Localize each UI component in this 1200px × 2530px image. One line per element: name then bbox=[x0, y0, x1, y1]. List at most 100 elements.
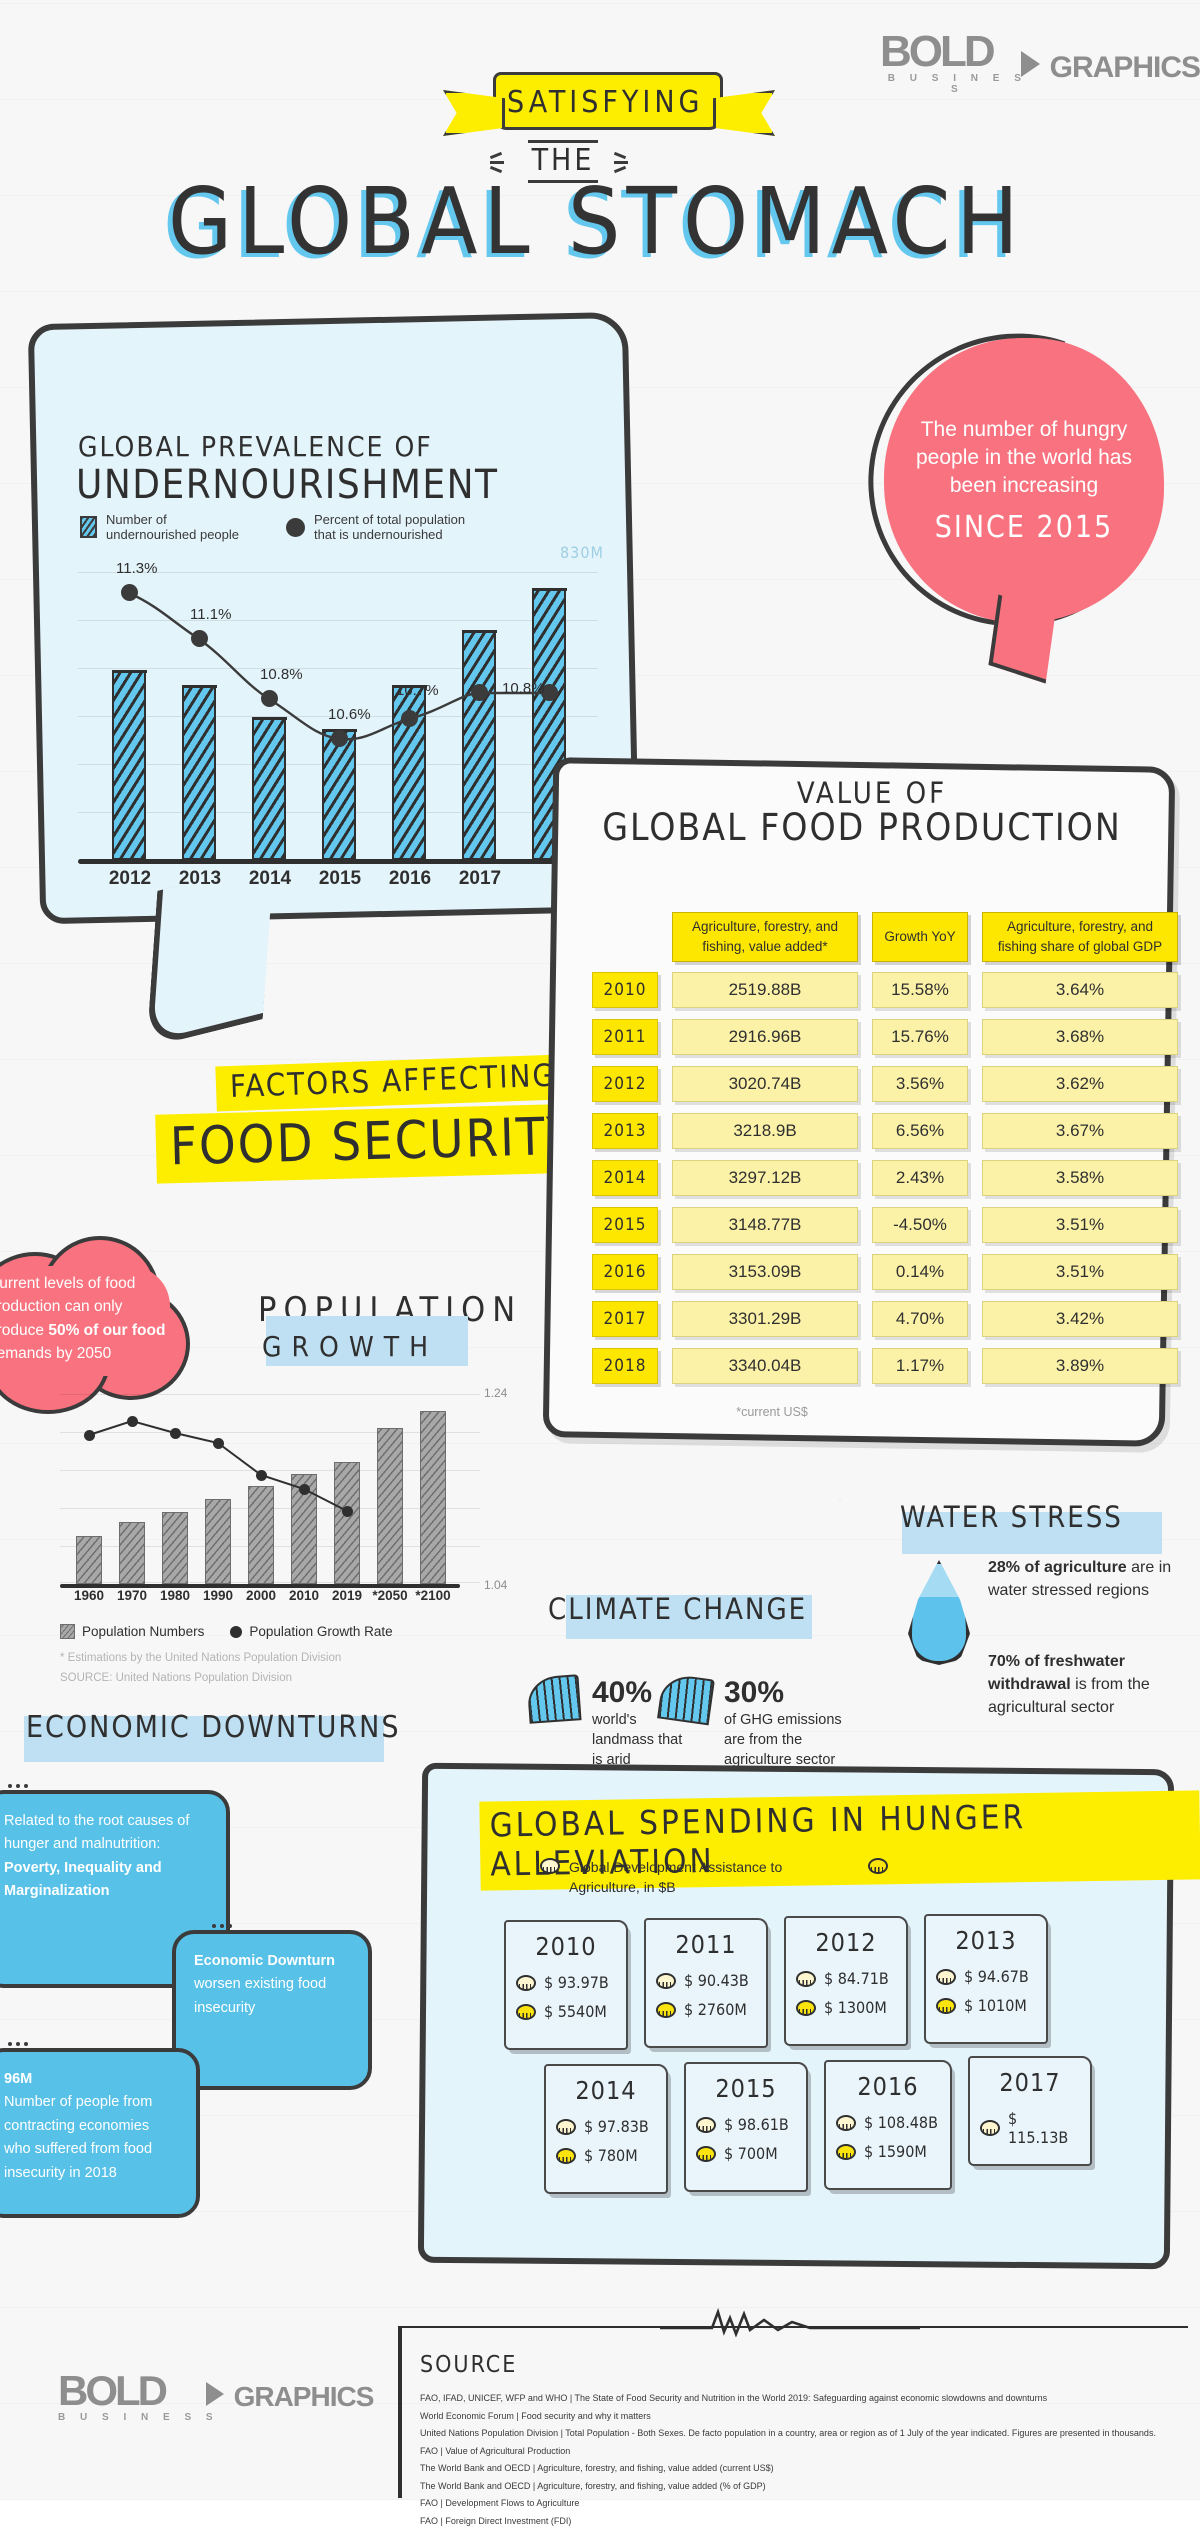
cell-gdp-share-2012: 3.62% bbox=[982, 1066, 1178, 1102]
source-line: World Economic Forum | Food security and… bbox=[420, 2410, 651, 2421]
dot-swatch-icon bbox=[286, 517, 305, 537]
legend-dot-label: Percent of total population that is unde… bbox=[314, 512, 466, 543]
cell-growth-2013: 6.56% bbox=[872, 1113, 968, 1149]
header-logo: BOLD B U S I N E S S GRAPHICS bbox=[880, 29, 1200, 95]
spending-card-aid-value: $ 108.48B bbox=[864, 2113, 938, 2132]
economic-box-downturn: Economic Downturn worsen existing food i… bbox=[172, 1924, 372, 2090]
economic-box-2-bold: Economic Downturn bbox=[194, 1953, 335, 1969]
spending-card-2017: 2017 $ 115.13B bbox=[968, 2056, 1092, 2166]
pop-xlabel-2100: *2100 bbox=[415, 1588, 451, 1603]
logo-play-triangle-icon bbox=[1020, 51, 1040, 78]
the-rule-bottom bbox=[528, 180, 598, 183]
water-stat-1: 28% of agriculture are in water stressed… bbox=[988, 1556, 1188, 1602]
spending-card-fdi-value: $ 5540M bbox=[544, 2002, 607, 2021]
coin-gold-icon bbox=[656, 2001, 676, 2018]
pop-xlabel-2010: 2010 bbox=[288, 1588, 320, 1603]
cell-growth-2017: 4.70% bbox=[872, 1301, 968, 1337]
chart-baseline bbox=[78, 859, 583, 864]
coin-gold-icon bbox=[868, 1858, 888, 1874]
coin-gold-icon bbox=[936, 1997, 956, 2014]
the-rule-top bbox=[528, 140, 598, 143]
spending-card-fdi-value: $ 700M bbox=[724, 2144, 778, 2163]
label-830m: 830M bbox=[560, 543, 604, 562]
undernourishment-legend-dot: Percent of total population that is unde… bbox=[286, 512, 465, 543]
cell-growth-2016: 0.14% bbox=[872, 1254, 968, 1290]
spending-card-fdi-row: $ 5540M bbox=[516, 2002, 616, 2021]
coin-pale-icon bbox=[936, 1968, 956, 1985]
cell-growth-2015: -4.50% bbox=[872, 1207, 968, 1243]
spending-card-fdi-row: $ 1590M bbox=[836, 2142, 940, 2161]
value-title-line2: GLOBAL FOOD PRODUCTION bbox=[602, 806, 1122, 849]
cell-value-added-2011: 2916.96B bbox=[672, 1019, 858, 1055]
point-2014 bbox=[261, 690, 278, 707]
spending-card-year: 2017 bbox=[999, 2068, 1061, 2097]
bubble-dots-icon bbox=[8, 2042, 28, 2046]
pop-bar-1980 bbox=[162, 1512, 188, 1584]
spending-card-2015: 2015 $ 98.61B $ 700M bbox=[684, 2062, 808, 2192]
bubble-dots-icon bbox=[212, 1924, 232, 1928]
the-spark-left bbox=[489, 150, 504, 175]
source-line: FAO | Foreign Direct Investment (FDI) bbox=[420, 2515, 572, 2526]
factors-line2: FOOD SECURITY bbox=[155, 1103, 592, 1184]
spending-card-aid-value: $ 84.71B bbox=[824, 1969, 889, 1988]
label-pct-2012: 11.3% bbox=[116, 560, 158, 577]
cell-value-added-2012: 3020.74B bbox=[672, 1066, 858, 1102]
coin-pale-icon bbox=[516, 1974, 536, 1991]
gridline bbox=[60, 1432, 480, 1433]
source-title: SOURCE bbox=[420, 2352, 518, 2378]
spending-card-fdi-value: $ 1300M bbox=[824, 1998, 887, 2017]
population-cloud-text: Current levels of food production can on… bbox=[0, 1272, 170, 1365]
water-title-highlight bbox=[902, 1512, 1162, 1554]
footer-logo: BOLD B U S I N E S S GRAPHICS bbox=[58, 2370, 374, 2423]
xlabel-2017: 2017 bbox=[458, 868, 502, 889]
gridline bbox=[78, 572, 598, 573]
population-note-2: SOURCE: United Nations Population Divisi… bbox=[60, 1672, 293, 1684]
pop-bar-1990 bbox=[205, 1499, 231, 1584]
gridline bbox=[60, 1394, 480, 1395]
cell-year-2010: 2010 bbox=[592, 972, 658, 1008]
pop-legend-dots: Population Growth Rate bbox=[230, 1624, 393, 1639]
coin-pale-icon bbox=[540, 1858, 560, 1874]
pop-bar-2050 bbox=[377, 1428, 403, 1584]
spending-card-aid-value: $ 97.83B bbox=[584, 2117, 649, 2136]
coin-gold-icon bbox=[696, 2145, 716, 2162]
cloud-text-before: Current levels of food production can on… bbox=[0, 1275, 136, 1339]
water-drop-icon bbox=[908, 1560, 970, 1665]
pop-bar-1970 bbox=[119, 1522, 145, 1584]
water-stat-2: 70% of freshwater withdrawal is from the… bbox=[988, 1650, 1192, 1720]
cell-year-2018: 2018 bbox=[592, 1348, 658, 1384]
pop-ylabel-top: 1.24 bbox=[484, 1386, 508, 1400]
pop-legend-bars: Population Numbers bbox=[60, 1624, 204, 1639]
population-title-line2: GROWTH bbox=[262, 1330, 438, 1363]
spending-card-aid-value: $ 115.13B bbox=[1008, 2109, 1069, 2147]
cell-year-2011: 2011 bbox=[592, 1019, 658, 1055]
the-label: THE bbox=[531, 143, 595, 178]
spending-card-aid-row: $ 94.67B bbox=[936, 1967, 1036, 1986]
water-title: WATER STRESS bbox=[900, 1500, 1123, 1534]
value-header-gdp-share: Agriculture, forestry, and fishing share… bbox=[982, 912, 1178, 962]
pop-bar-1960 bbox=[76, 1536, 102, 1584]
population-title-highlight bbox=[266, 1316, 468, 1366]
legend-bar-label: Number of undernourished people bbox=[106, 512, 239, 543]
cell-value-added-2018: 3340.04B bbox=[672, 1348, 858, 1384]
pop-point-1960 bbox=[84, 1430, 95, 1441]
cell-value-added-2010: 2519.88B bbox=[672, 972, 858, 1008]
spending-card-fdi-row: $ 1010M bbox=[936, 1996, 1036, 2015]
pop-xlabel-2050: *2050 bbox=[372, 1588, 408, 1603]
cell-gdp-share-2013: 3.67% bbox=[982, 1113, 1178, 1149]
spending-card-2012: 2012 $ 84.71B $ 1300M bbox=[784, 1916, 908, 2046]
spending-card-fdi-row: $ 2760M bbox=[656, 2000, 756, 2019]
cell-year-2017: 2017 bbox=[592, 1301, 658, 1337]
bar-swatch-icon bbox=[80, 516, 97, 539]
climate-title-highlight bbox=[566, 1595, 812, 1639]
cell-year-2016: 2016 bbox=[592, 1254, 658, 1290]
label-pct-2013: 11.1% bbox=[190, 606, 232, 623]
spending-legend-aid: Global Development Assistance to Agricul… bbox=[540, 1858, 800, 1898]
spending-card-fdi-value: $ 1590M bbox=[864, 2142, 927, 2161]
value-header-growth: Growth YoY bbox=[872, 912, 968, 962]
climate-stat-1-pct: 40% bbox=[592, 1676, 653, 1709]
label-pct-2017: 10.8% bbox=[502, 680, 545, 697]
water-stat-2-rest: is from the agricultural sector bbox=[988, 1676, 1150, 1717]
spending-card-fdi-row: $ 1300M bbox=[796, 1998, 896, 2017]
pop-xlabel-1970: 1970 bbox=[116, 1588, 148, 1603]
